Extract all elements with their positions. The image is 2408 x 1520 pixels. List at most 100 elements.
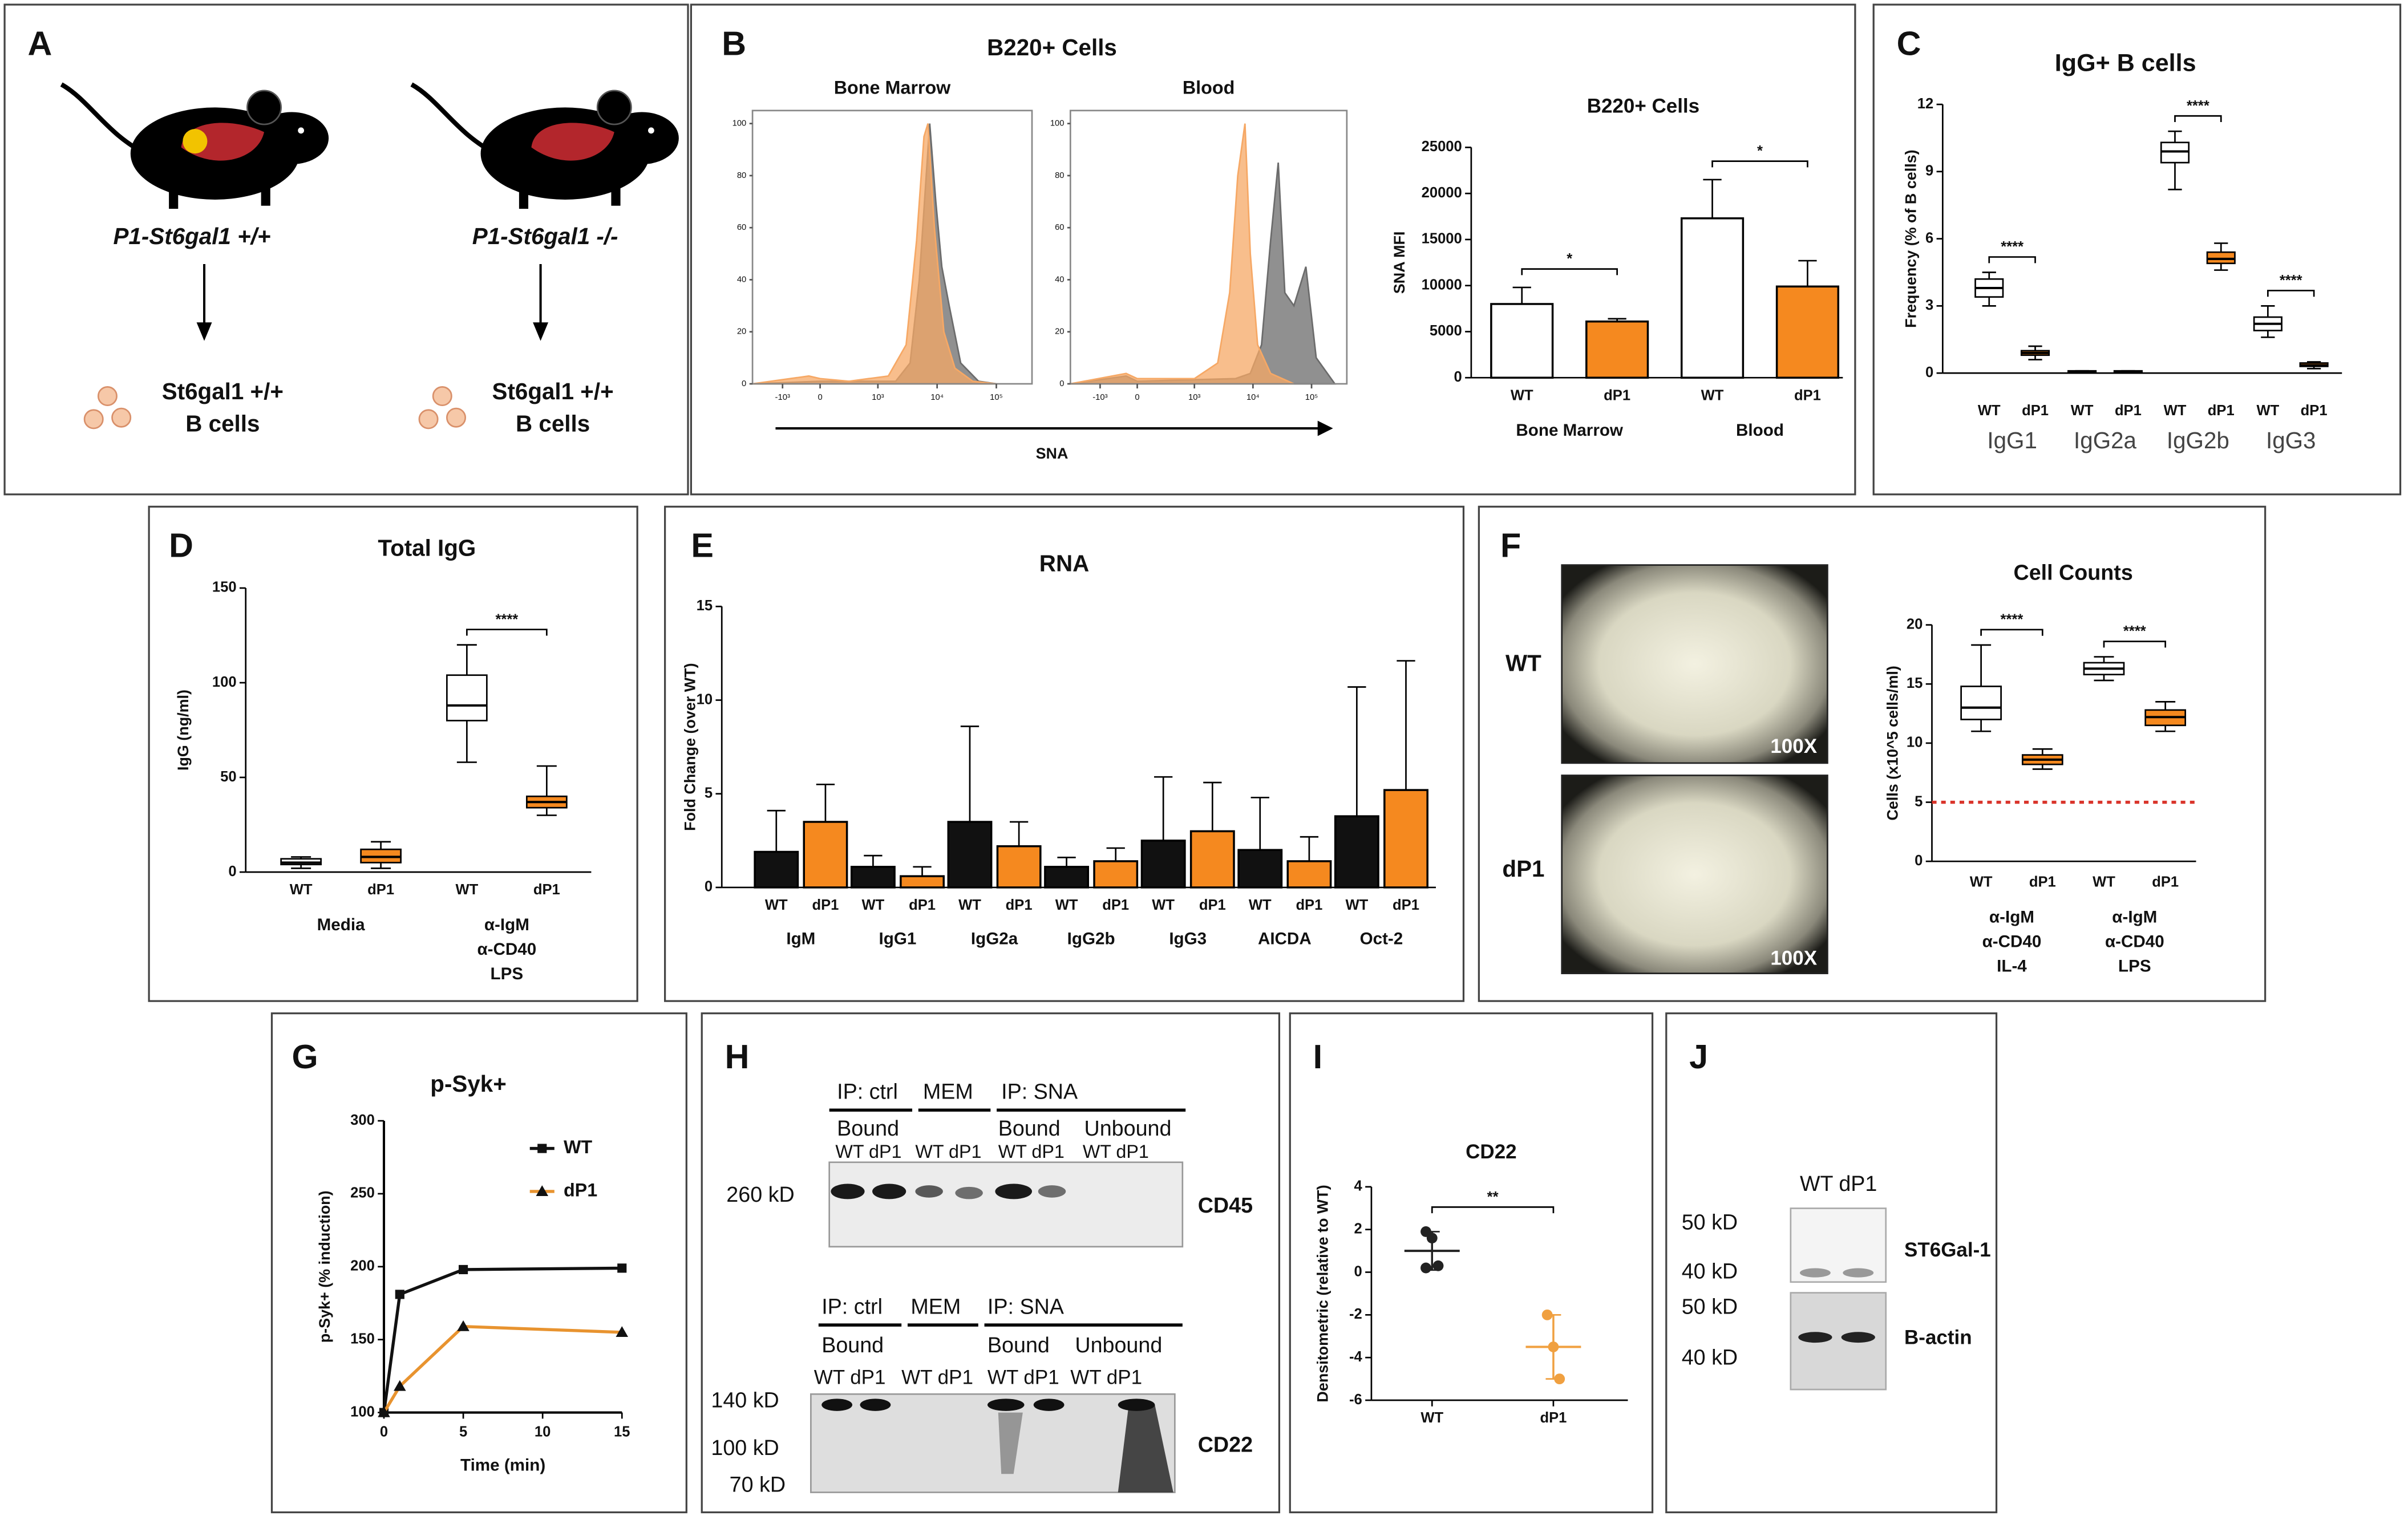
blot-header: IP: ctrl MEM IP: SNA Bound Bound Unbound… <box>814 1294 1163 1388</box>
fraction: Bound <box>998 1116 1061 1140</box>
panel-label: E <box>691 526 714 565</box>
x-tick-label: dP1 <box>1006 897 1033 913</box>
panel-label: H <box>725 1037 750 1076</box>
chart-title: Cell Counts <box>2014 561 2133 585</box>
y-tick-label: 200 <box>350 1258 375 1274</box>
marker <box>457 1320 470 1331</box>
y-tick-label: 40 <box>1055 275 1064 284</box>
x-tick-label: WT <box>1055 897 1078 913</box>
x-tick-label: WT <box>290 882 313 898</box>
y-tick-label: 80 <box>737 171 746 180</box>
category-label: α-IgM <box>1989 908 2034 927</box>
panel-label: D <box>169 526 193 565</box>
y-tick-label: 150 <box>350 1331 375 1347</box>
category-label: α-IgM <box>484 915 529 934</box>
blot-bands <box>821 1399 1173 1493</box>
liver-spot <box>183 129 208 154</box>
x-tick-label: dP1 <box>1102 897 1129 913</box>
box <box>446 674 488 722</box>
x-tick-label: WT <box>1511 387 1533 403</box>
y-tick-label: 0 <box>1454 369 1462 385</box>
y-tick-label: 80 <box>1055 171 1064 180</box>
y-tick-label: 0 <box>1059 379 1064 388</box>
category-label: AICDA <box>1258 929 1312 948</box>
panel-label: G <box>292 1037 318 1076</box>
significance-label: **** <box>495 611 518 627</box>
x-tick-label: dP1 <box>533 882 560 898</box>
x-tick-label: 0 <box>380 1424 388 1440</box>
panel-label: J <box>1689 1037 1708 1076</box>
marker <box>394 1380 406 1391</box>
chart-title: CD22 <box>1466 1141 1516 1163</box>
x-tick-label: dP1 <box>367 882 394 898</box>
y-tick-label: 4 <box>1354 1178 1363 1194</box>
category-label: Blood <box>1736 421 1784 440</box>
y-tick-label: 5 <box>1915 793 1923 809</box>
chart-title: B220+ Cells <box>1587 95 1699 117</box>
x-tick-label: dP1 <box>1604 387 1630 403</box>
bar <box>803 821 848 889</box>
point <box>1541 1309 1553 1320</box>
x-tick-label: dP1 <box>2022 403 2049 419</box>
y-tick-label: 3 <box>1925 297 1933 313</box>
panel-frame <box>3 3 689 496</box>
histogram-curve <box>1070 123 1294 385</box>
x-tick-label: WT <box>1970 874 1993 890</box>
x-tick-label: 10⁵ <box>990 393 1003 402</box>
blot-bands <box>831 1183 1066 1199</box>
lanes: WT dP1 <box>814 1367 886 1389</box>
panel-label: F <box>1500 526 1521 565</box>
significance-bracket <box>2103 641 2167 648</box>
category-label: α-CD40 <box>1982 933 2042 951</box>
x-tick-label: WT <box>455 882 478 898</box>
y-tick-label: 15 <box>1907 675 1923 691</box>
y-axis-label: Densitometric (relative to WT) <box>1314 1185 1332 1402</box>
cell-label: B cells <box>185 410 260 436</box>
y-tick-label: 100 <box>732 119 747 128</box>
category-label: LPS <box>491 964 524 983</box>
mouse-head <box>605 112 679 165</box>
point <box>1420 1262 1431 1274</box>
mouse <box>60 82 329 209</box>
y-axis-label: IgG (ng/ml) <box>175 690 192 771</box>
blot-bands <box>1798 1332 1875 1343</box>
y-tick-label: 10 <box>1907 735 1923 751</box>
bar <box>1334 815 1379 889</box>
blot-bands <box>1799 1268 1874 1278</box>
bar <box>1189 830 1235 889</box>
point <box>1554 1373 1565 1385</box>
blot-header: IP: ctrl MEM IP: SNA Bound Bound Unbound… <box>835 1080 1171 1162</box>
x-tick-label: WT <box>1701 387 1724 403</box>
micrograph <box>1561 564 1828 764</box>
panel-label: B <box>722 24 746 62</box>
category-label: IL-4 <box>1997 957 2027 976</box>
x-tick-label: WT <box>1152 897 1175 913</box>
chart-title: Bone Marrow <box>834 78 951 98</box>
y-tick-label: 6 <box>1925 230 1933 246</box>
x-axis-label: SNA <box>1036 445 1069 462</box>
significance-label: ** <box>1487 1189 1499 1205</box>
x-tick-label: WT <box>2256 403 2279 419</box>
x-tick-label: 10³ <box>872 393 884 402</box>
y-tick-label: 5000 <box>1430 323 1462 339</box>
ip-group: MEM <box>923 1080 973 1104</box>
y-tick-label: 0 <box>1915 853 1923 869</box>
mouse-head <box>254 112 329 165</box>
bar <box>947 821 993 889</box>
bar <box>1383 789 1428 889</box>
lanes: WT dP1 <box>1800 1172 1877 1195</box>
marker: 50 kD <box>1682 1294 1738 1318</box>
x-tick-label: 10⁴ <box>1247 393 1260 402</box>
marker <box>536 1185 549 1197</box>
y-tick-label: 20000 <box>1422 185 1462 201</box>
y-tick-label: 12 <box>1917 96 1933 112</box>
fraction: Bound <box>988 1333 1050 1357</box>
x-tick-label: dP1 <box>1794 387 1821 403</box>
box <box>1960 686 2002 720</box>
x-tick-label: WT <box>1978 403 2001 419</box>
bar <box>900 875 945 889</box>
chart-title: p-Syk+ <box>430 1071 506 1097</box>
lanes: WT dP1 <box>988 1367 1059 1389</box>
x-tick-label: dP1 <box>1296 897 1322 913</box>
x-tick-label: dP1 <box>2115 403 2142 419</box>
